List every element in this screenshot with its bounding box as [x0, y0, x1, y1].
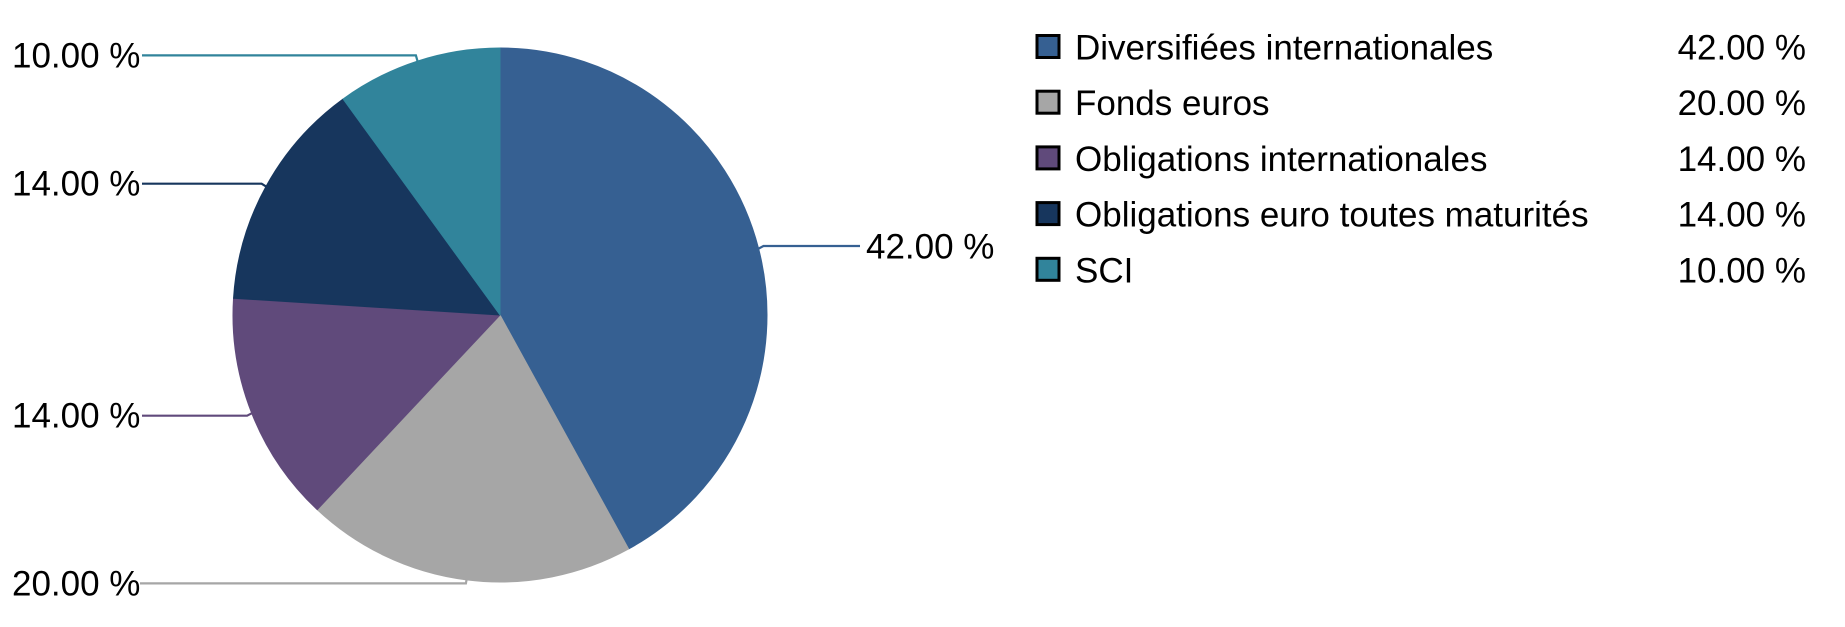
svg-text:14.00 %: 14.00 % — [12, 397, 140, 436]
svg-text:10.00 %: 10.00 % — [1678, 251, 1806, 290]
svg-text:Diversifiées internationales: Diversifiées internationales — [1075, 29, 1493, 68]
svg-text:14.00 %: 14.00 % — [1678, 140, 1806, 179]
svg-text:Obligations euro toutes maturi: Obligations euro toutes maturités — [1075, 196, 1589, 235]
svg-text:20.00 %: 20.00 % — [12, 564, 140, 603]
svg-text:Fonds euros: Fonds euros — [1075, 84, 1270, 123]
svg-text:14.00 %: 14.00 % — [12, 165, 140, 204]
svg-text:Obligations internationales: Obligations internationales — [1075, 140, 1487, 179]
svg-text:10.00 %: 10.00 % — [12, 36, 140, 75]
svg-text:14.00 %: 14.00 % — [1678, 196, 1806, 235]
svg-text:SCI: SCI — [1075, 251, 1133, 290]
svg-text:42.00 %: 42.00 % — [866, 227, 994, 266]
svg-text:42.00 %: 42.00 % — [1678, 29, 1806, 68]
svg-text:20.00 %: 20.00 % — [1678, 84, 1806, 123]
